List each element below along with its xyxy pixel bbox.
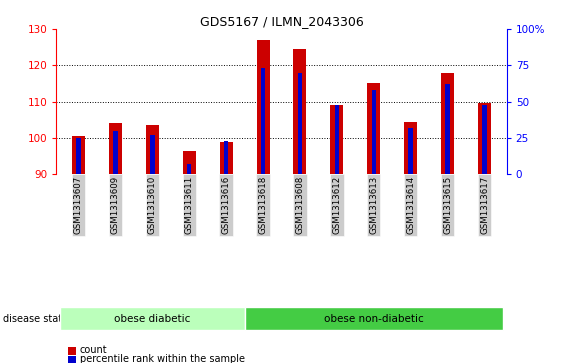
Text: GSM1313611: GSM1313611 — [185, 176, 194, 234]
Text: GSM1313609: GSM1313609 — [111, 176, 120, 234]
Text: GSM1313612: GSM1313612 — [332, 176, 341, 234]
Bar — [224, 141, 229, 174]
Text: GSM1313616: GSM1313616 — [222, 176, 231, 234]
Bar — [150, 135, 154, 174]
Text: GSM1313607: GSM1313607 — [74, 176, 83, 234]
Bar — [445, 84, 450, 174]
Bar — [441, 73, 454, 174]
Text: percentile rank within the sample: percentile rank within the sample — [80, 354, 245, 363]
Text: GSM1313617: GSM1313617 — [480, 176, 489, 234]
Bar — [330, 105, 343, 174]
Bar — [298, 73, 302, 174]
Bar — [76, 138, 81, 174]
Bar — [187, 164, 191, 174]
Bar — [113, 131, 118, 174]
Bar — [220, 142, 233, 174]
Text: disease state ▶: disease state ▶ — [3, 314, 79, 323]
Text: GSM1313610: GSM1313610 — [148, 176, 157, 234]
Text: GSM1313608: GSM1313608 — [296, 176, 305, 234]
Bar — [72, 136, 85, 174]
Title: GDS5167 / ILMN_2043306: GDS5167 / ILMN_2043306 — [200, 15, 363, 28]
Bar — [293, 49, 306, 174]
Text: obese non-diabetic: obese non-diabetic — [324, 314, 424, 323]
Text: count: count — [80, 345, 108, 355]
Bar — [109, 123, 122, 174]
Bar — [261, 68, 265, 174]
Bar — [257, 40, 270, 174]
Bar — [367, 83, 380, 174]
Text: obese diabetic: obese diabetic — [114, 314, 190, 323]
Text: GSM1313618: GSM1313618 — [258, 176, 267, 234]
Text: GSM1313614: GSM1313614 — [406, 176, 415, 234]
Bar — [334, 105, 339, 174]
Bar — [409, 128, 413, 174]
Bar — [183, 151, 196, 174]
Bar — [482, 105, 487, 174]
Text: GSM1313613: GSM1313613 — [369, 176, 378, 234]
Bar — [404, 122, 417, 174]
Bar — [146, 125, 159, 174]
Text: GSM1313615: GSM1313615 — [443, 176, 452, 234]
Bar — [372, 90, 376, 174]
Bar — [478, 103, 491, 174]
